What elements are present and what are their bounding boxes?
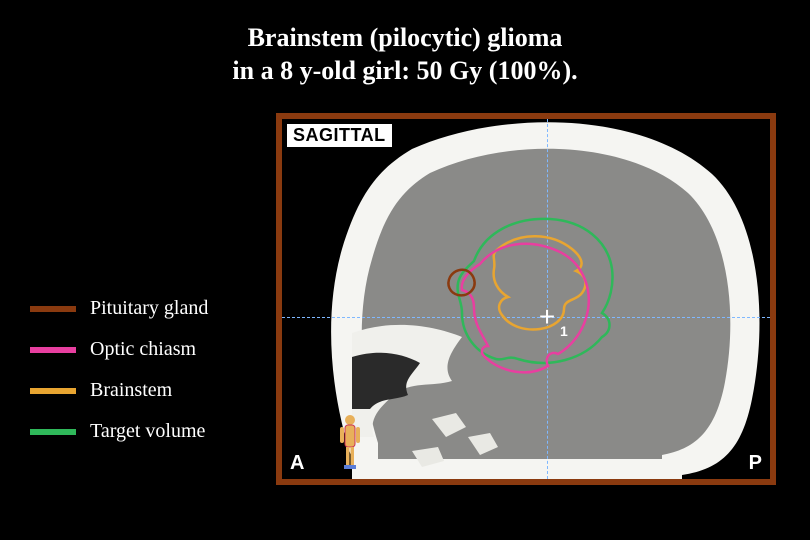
legend-item-target: Target volume [30,420,208,443]
crosshair-horizontal [282,317,770,318]
scan-frame: + 1 SAGITTAL A P [276,113,776,485]
legend-swatch-pituitary [30,306,76,312]
legend-item-pituitary: Pituitary gland [30,297,208,320]
legend-item-optic: Optic chiasm [30,338,208,361]
posterior-label: P [749,452,762,475]
legend-swatch-brainstem [30,388,76,394]
legend: Pituitary gland Optic chiasm Brainstem T… [30,297,208,461]
title-line-1: Brainstem (pilocytic) glioma [248,23,563,52]
crosshair-vertical [547,119,548,479]
legend-swatch-target [30,429,76,435]
legend-item-brainstem: Brainstem [30,379,208,402]
slide-title: Brainstem (pilocytic) glioma in a 8 y-ol… [0,22,810,87]
anterior-label: A [290,452,304,475]
legend-label-target: Target volume [90,420,205,443]
legend-label-optic: Optic chiasm [90,338,196,361]
view-label: SAGITTAL [287,124,392,147]
legend-swatch-optic [30,347,76,353]
orientation-figure-icon [336,413,364,471]
legend-label-brainstem: Brainstem [90,379,172,402]
title-line-2: in a 8 y-old girl: 50 Gy (100%). [232,56,577,85]
scan-image: + 1 SAGITTAL A P [282,119,770,479]
crosshair-index: 1 [560,323,568,339]
legend-label-pituitary: Pituitary gland [90,297,208,320]
